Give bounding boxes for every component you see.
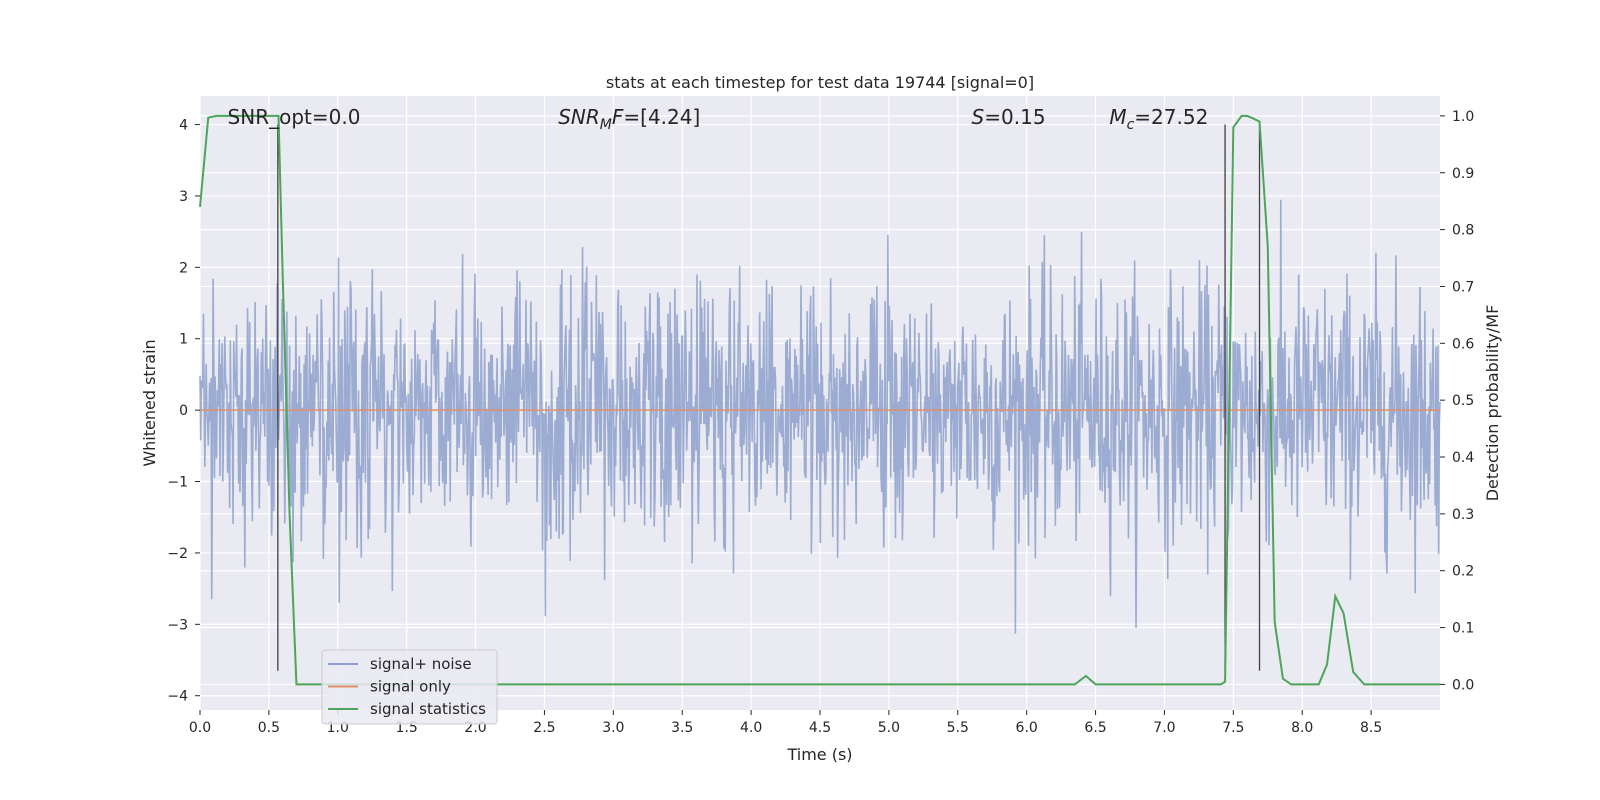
series-signal-statistics — [199, 114, 1440, 686]
x-tick-label: 7.0 — [1153, 720, 1175, 736]
x-tick-label: 0.0 — [189, 720, 211, 736]
y-right-tick-label: 0.0 — [1452, 677, 1474, 693]
x-tick-label: 7.5 — [1222, 720, 1244, 736]
x-tick-label: 6.0 — [1016, 720, 1038, 736]
y-right-tick-label: 0.5 — [1452, 393, 1474, 409]
y-right-tick-label: 0.6 — [1452, 336, 1474, 352]
y-right-tick-label: 0.7 — [1452, 279, 1474, 295]
y-right-tick-label: 0.8 — [1452, 223, 1474, 239]
x-tick-label: 6.5 — [1084, 720, 1106, 736]
annotation-1: SNR_opt=0.0 — [228, 105, 361, 129]
y-axis-ticks-left: −4 −3 −2 −1 0 1 2 3 4 — [167, 118, 200, 705]
y-tick-label: −2 — [167, 546, 188, 562]
y-right-tick-label: 0.9 — [1452, 166, 1474, 182]
legend-label: signal statistics — [370, 700, 486, 718]
x-tick-label: 3.5 — [671, 720, 693, 736]
x-tick-label: 4.5 — [809, 720, 831, 736]
x-axis-ticks: 0.0 0.5 1.0 1.5 2.0 2.5 3.0 3.5 4.0 4.5 5.0 5.5 6.0 6… — [189, 710, 1382, 736]
annotation-3: S=0.15 — [972, 105, 1046, 129]
x-tick-label: 2.5 — [533, 720, 555, 736]
y-tick-label: 0 — [179, 403, 188, 419]
x-tick-label: 8.5 — [1360, 720, 1382, 736]
signal-statistics-line — [199, 114, 1440, 686]
y-tick-label: 3 — [179, 189, 188, 205]
annotation-4: Mc=27.52 — [1109, 105, 1208, 133]
y-axis-ticks-right: 0.0 0.1 0.2 0.3 0.4 0.5 0.6 0.7 0.8 0.9 1.0 — [1440, 109, 1474, 693]
chart-title: stats at each timestep for test data 197… — [606, 73, 1034, 92]
y-tick-label: −1 — [167, 475, 188, 491]
legend-box — [321, 649, 498, 725]
annotation-2: SNRMF=[4.24] — [558, 105, 700, 133]
legend: signal+ noise signal only signal statistic… — [321, 649, 498, 725]
x-tick-label: 0.5 — [258, 720, 280, 736]
y-right-tick-label: 1.0 — [1452, 109, 1474, 125]
annotations: SNR_opt=0.0 SNRMF=[4.24] S=0.15 Mc=27.52 — [228, 105, 1209, 133]
y-axis-label-right: Detection probability/MF — [1483, 305, 1502, 502]
y-tick-label: 2 — [179, 260, 188, 276]
y-right-tick-label: 0.1 — [1452, 621, 1474, 637]
y-right-tick-label: 0.4 — [1452, 450, 1474, 466]
series-signal-noise — [199, 199, 1441, 634]
x-tick-label: 8.0 — [1291, 720, 1313, 736]
vertical-markers — [277, 124, 1261, 671]
y-right-tick-label: 0.3 — [1452, 507, 1474, 523]
x-axis-label: Time (s) — [786, 745, 852, 764]
legend-label: signal+ noise — [370, 655, 472, 673]
y-tick-label: 1 — [179, 332, 188, 348]
signal-noise-line — [199, 199, 1441, 634]
x-tick-label: 3.0 — [602, 720, 624, 736]
y-tick-label: −4 — [167, 689, 188, 705]
y-right-tick-label: 0.2 — [1452, 564, 1474, 580]
y-tick-label: 4 — [179, 118, 188, 134]
x-tick-label: 5.0 — [878, 720, 900, 736]
y-axis-label: Whitened strain — [140, 339, 159, 466]
y-tick-label: −3 — [167, 617, 188, 633]
legend-label: signal only — [370, 678, 451, 696]
x-tick-label: 4.0 — [740, 720, 762, 736]
x-tick-label: 5.5 — [947, 720, 969, 736]
